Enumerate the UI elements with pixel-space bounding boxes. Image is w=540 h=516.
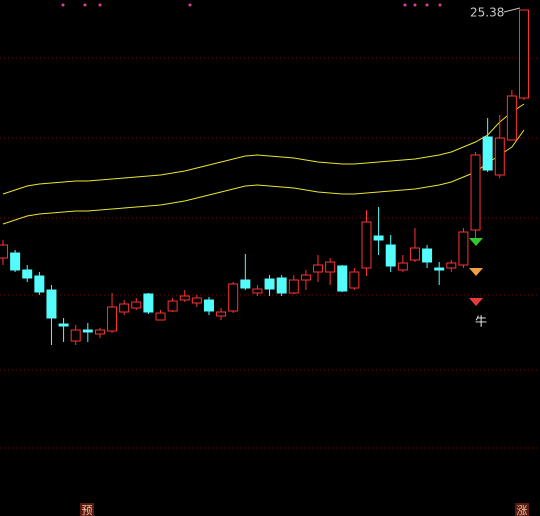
max-arrow xyxy=(503,7,521,13)
candle-body xyxy=(300,274,311,281)
candle-body xyxy=(252,288,263,294)
candle-body xyxy=(264,278,275,290)
candle-body xyxy=(337,265,348,292)
signal-label: 牛 xyxy=(475,314,487,329)
candle-body xyxy=(385,244,396,267)
candle-body xyxy=(361,221,372,269)
signal-diamond xyxy=(469,238,483,246)
candle-body xyxy=(325,261,336,273)
candle-body xyxy=(94,329,105,335)
signal-diamond xyxy=(469,298,483,306)
candle-body xyxy=(409,247,420,261)
candle-body xyxy=(494,137,505,176)
candle-body xyxy=(458,231,469,266)
label-box xyxy=(80,503,94,516)
candle-body xyxy=(470,154,481,231)
candle-body xyxy=(519,9,529,99)
dot xyxy=(438,3,442,7)
max-label: 25.38 xyxy=(470,6,504,20)
candle-body xyxy=(349,271,360,289)
signal-diamond xyxy=(469,268,483,276)
bottom-right-label: 涨 xyxy=(517,504,528,516)
candle-body xyxy=(0,244,8,259)
dot xyxy=(403,3,407,7)
dot xyxy=(83,3,87,7)
candle-body xyxy=(228,283,239,312)
candle-body xyxy=(70,329,81,342)
candle-body xyxy=(422,248,433,263)
candle-body xyxy=(482,136,493,171)
candle-body xyxy=(179,295,190,301)
candle-body xyxy=(119,303,130,313)
dot xyxy=(425,3,429,7)
candle-body xyxy=(288,279,299,294)
dot xyxy=(98,3,102,7)
dot xyxy=(188,3,192,7)
bottom-left-label: 预 xyxy=(82,504,93,516)
top-dots xyxy=(61,3,442,7)
candle-body xyxy=(167,300,178,312)
candle-body xyxy=(216,311,227,317)
candle-body xyxy=(446,262,457,269)
candle-body xyxy=(22,269,33,279)
candle-body xyxy=(313,264,324,273)
candle-body xyxy=(107,306,118,332)
candle-body xyxy=(46,289,57,319)
candle-body xyxy=(373,235,384,241)
signals xyxy=(469,238,483,306)
candle-body xyxy=(203,299,214,312)
candle-body xyxy=(506,95,517,141)
moving-average-line xyxy=(2,103,525,195)
moving-average-line xyxy=(2,129,525,225)
plot xyxy=(0,9,529,345)
candle-body xyxy=(10,252,21,271)
dot xyxy=(413,3,417,7)
dot xyxy=(61,3,65,7)
candle-body xyxy=(191,297,202,304)
candle-body xyxy=(131,301,142,309)
candle-body xyxy=(397,262,408,271)
candle-body xyxy=(155,312,166,321)
label-box xyxy=(515,503,529,516)
candle-body xyxy=(82,329,93,333)
candle-body xyxy=(58,323,69,327)
candle-body xyxy=(240,279,251,289)
candle-body xyxy=(34,275,45,293)
candle-body xyxy=(276,277,287,294)
candle-body xyxy=(143,293,154,313)
candle-body xyxy=(434,267,445,271)
